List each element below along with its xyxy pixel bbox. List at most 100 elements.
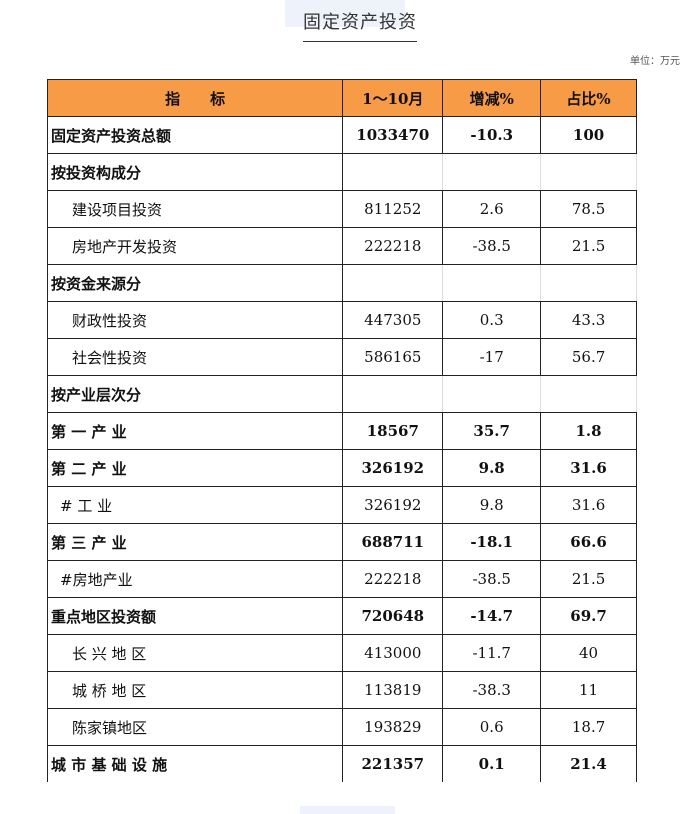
row-change: 2.6 xyxy=(442,190,542,228)
row-change: 0.3 xyxy=(442,301,542,339)
row-share: 11 xyxy=(540,671,637,709)
row-value: 326192 xyxy=(342,486,444,524)
row-value xyxy=(342,375,444,413)
row-change: 0.6 xyxy=(442,708,542,746)
header-share: 占比% xyxy=(540,79,637,117)
row-change: 35.7 xyxy=(442,412,542,450)
row-label: 城 市 基 础 设 施 xyxy=(46,745,344,782)
table-row: 按资金来源分 xyxy=(46,264,637,302)
table-row: 长 兴 地 区 413000 -11.7 40 xyxy=(46,634,637,672)
row-share: 43.3 xyxy=(540,301,637,339)
row-label: 城 桥 地 区 xyxy=(46,671,344,709)
row-change: 9.8 xyxy=(442,449,542,487)
row-value: 18567 xyxy=(342,412,444,450)
table-row: 按投资构成分 xyxy=(46,153,637,191)
row-change: 0.1 xyxy=(442,745,542,782)
row-label: 长 兴 地 区 xyxy=(46,634,344,672)
header-indicator: 指 标 xyxy=(46,79,344,117)
table-row: 财政性投资 447305 0.3 43.3 xyxy=(46,301,637,339)
table-row: 固定资产投资总额 1033470 -10.3 100 xyxy=(46,116,637,154)
row-change: -14.7 xyxy=(442,597,542,635)
row-value: 447305 xyxy=(342,301,444,339)
row-value: 1033470 xyxy=(342,116,444,154)
row-label: 房地产开发投资 xyxy=(46,227,344,265)
table-row: 第 一 产 业 18567 35.7 1.8 xyxy=(46,412,637,450)
table-row: 城 桥 地 区 113819 -38.3 11 xyxy=(46,671,637,709)
header-change: 增减% xyxy=(442,79,542,117)
row-label: 重点地区投资额 xyxy=(46,597,344,635)
row-change xyxy=(442,375,542,413)
table-row: # 工 业 326192 9.8 31.6 xyxy=(46,486,637,524)
table-row: 重点地区投资额 720648 -14.7 69.7 xyxy=(46,597,637,635)
row-value: 326192 xyxy=(342,449,444,487)
row-value: 222218 xyxy=(342,560,444,598)
row-share: 66.6 xyxy=(540,523,637,561)
row-value: 688711 xyxy=(342,523,444,561)
row-share: 21.5 xyxy=(540,560,637,598)
row-change xyxy=(442,153,542,191)
row-value: 221357 xyxy=(342,745,444,782)
row-change: -38.5 xyxy=(442,560,542,598)
row-value: 113819 xyxy=(342,671,444,709)
row-label: 财政性投资 xyxy=(46,301,344,339)
investment-table: 指 标 1～10月 增减% 占比% 固定资产投资总额 1033470 -10.3 10… xyxy=(46,79,637,782)
page-title: 固定资产投资 xyxy=(303,8,417,42)
row-share xyxy=(540,375,637,413)
row-share: 31.6 xyxy=(540,449,637,487)
row-label: 按投资构成分 xyxy=(46,153,344,191)
row-value xyxy=(342,153,444,191)
header-value: 1～10月 xyxy=(342,79,444,117)
row-value: 811252 xyxy=(342,190,444,228)
row-share: 78.5 xyxy=(540,190,637,228)
row-label: 建设项目投资 xyxy=(46,190,344,228)
table-row: 陈家镇地区 193829 0.6 18.7 xyxy=(46,708,637,746)
row-share: 21.4 xyxy=(540,745,637,782)
table-row: 城 市 基 础 设 施 221357 0.1 21.4 xyxy=(46,745,637,782)
row-share: 31.6 xyxy=(540,486,637,524)
table-row: 按产业层次分 xyxy=(46,375,637,413)
row-change: -11.7 xyxy=(442,634,542,672)
row-change: -18.1 xyxy=(442,523,542,561)
table-row: 第 二 产 业 326192 9.8 31.6 xyxy=(46,449,637,487)
row-change: -17 xyxy=(442,338,542,376)
row-share: 21.5 xyxy=(540,227,637,265)
row-share: 1.8 xyxy=(540,412,637,450)
row-change: 9.8 xyxy=(442,486,542,524)
row-change: -38.5 xyxy=(442,227,542,265)
row-share xyxy=(540,264,637,302)
table-row: 第 三 产 业 688711 -18.1 66.6 xyxy=(46,523,637,561)
table-row: 社会性投资 586165 -17 56.7 xyxy=(46,338,637,376)
row-change: -10.3 xyxy=(442,116,542,154)
row-value: 586165 xyxy=(342,338,444,376)
row-share: 18.7 xyxy=(540,708,637,746)
row-share: 69.7 xyxy=(540,597,637,635)
row-change xyxy=(442,264,542,302)
bottom-highlight xyxy=(300,806,395,814)
row-value: 413000 xyxy=(342,634,444,672)
row-change: -38.3 xyxy=(442,671,542,709)
unit-label: 单位：万元 xyxy=(630,56,680,67)
row-label: 第 一 产 业 xyxy=(46,412,344,450)
row-label: 陈家镇地区 xyxy=(46,708,344,746)
row-label: 按产业层次分 xyxy=(46,375,344,413)
row-share: 100 xyxy=(540,116,637,154)
table-header: 指 标 1～10月 增减% 占比% xyxy=(46,79,637,117)
row-label: 按资金来源分 xyxy=(46,264,344,302)
table-row: #房地产业 222218 -38.5 21.5 xyxy=(46,560,637,598)
row-value: 193829 xyxy=(342,708,444,746)
row-label: #房地产业 xyxy=(46,560,344,598)
row-label: # 工 业 xyxy=(46,486,344,524)
table-row: 房地产开发投资 222218 -38.5 21.5 xyxy=(46,227,637,265)
table-row: 建设项目投资 811252 2.6 78.5 xyxy=(46,190,637,228)
row-value xyxy=(342,264,444,302)
row-label: 固定资产投资总额 xyxy=(46,116,344,154)
row-value: 720648 xyxy=(342,597,444,635)
row-label: 第 二 产 业 xyxy=(46,449,344,487)
row-value: 222218 xyxy=(342,227,444,265)
row-share xyxy=(540,153,637,191)
title-highlight xyxy=(285,0,405,27)
row-label: 社会性投资 xyxy=(46,338,344,376)
row-share: 56.7 xyxy=(540,338,637,376)
row-label: 第 三 产 业 xyxy=(46,523,344,561)
row-share: 40 xyxy=(540,634,637,672)
